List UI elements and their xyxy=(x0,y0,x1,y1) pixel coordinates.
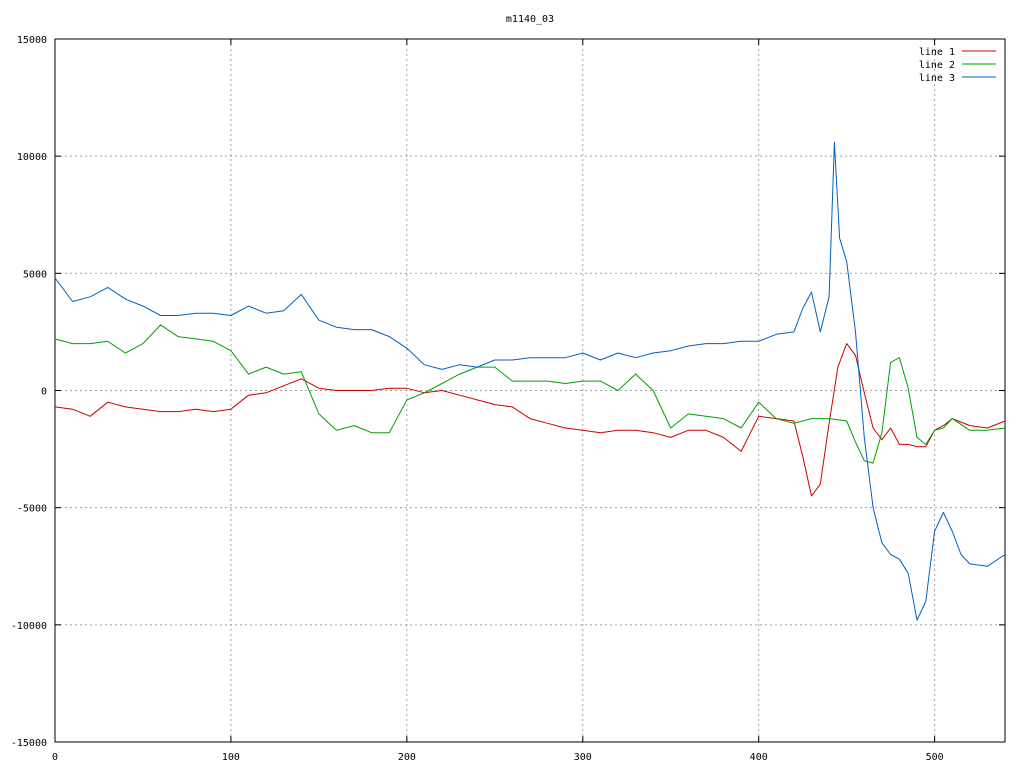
legend-label-2: line 2 xyxy=(919,60,955,71)
chart-title: m1140_03 xyxy=(506,14,554,25)
legend: line 1 line 2 line 3 xyxy=(919,47,996,84)
x-tick-label: 100 xyxy=(222,752,240,763)
y-tick-label: -15000 xyxy=(11,738,47,749)
x-tick-label: 400 xyxy=(750,752,768,763)
y-tick-label: 0 xyxy=(41,387,47,398)
x-tick-label: 500 xyxy=(926,752,944,763)
legend-label-3: line 3 xyxy=(919,73,955,84)
series-line-2 xyxy=(54,324,1006,464)
series-lines xyxy=(54,141,1006,621)
y-tick-label: -5000 xyxy=(17,504,47,515)
y-tick-label: -10000 xyxy=(11,621,47,632)
series-line-1 xyxy=(54,343,1006,497)
y-tick-label: 15000 xyxy=(17,35,47,46)
x-tick-label: 200 xyxy=(398,752,416,763)
y-tick-label: 5000 xyxy=(23,269,47,280)
grid xyxy=(55,39,1005,742)
ticks xyxy=(54,38,1005,743)
series-line-3 xyxy=(54,141,1006,621)
legend-label-1: line 1 xyxy=(919,47,955,58)
y-tick-label: 10000 xyxy=(17,152,47,163)
x-tick-label: 300 xyxy=(574,752,592,763)
x-tick-label: 0 xyxy=(52,752,58,763)
tick-labels: 0 100 200 300 400 500 -15000 -10000 -5000 0 5000 10… xyxy=(11,35,944,763)
